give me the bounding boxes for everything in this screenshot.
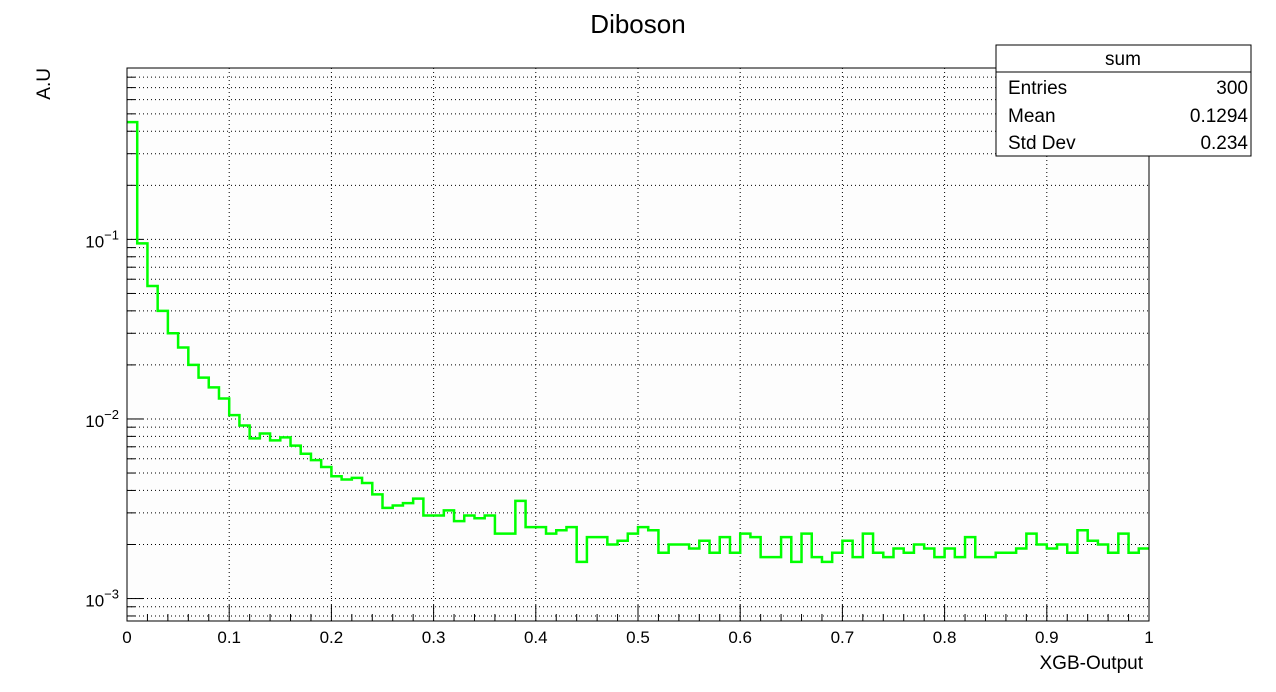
minor-ticks: [126, 67, 1150, 621]
x-tick-label: 0.8: [933, 628, 957, 647]
stats-box-frame: [995, 44, 1252, 157]
x-tick-label: 0.9: [1035, 628, 1059, 647]
x-tick-label: 0.3: [422, 628, 446, 647]
histogram-series-line: [127, 120, 1149, 564]
y-axis-label: A.U: [34, 68, 55, 100]
x-tick-labels: 0 0.1 0.2 0.3 0.4 0.5 0.6 0.7 0.8 0.9 1: [122, 628, 1153, 647]
y-tick-label: 10−1: [85, 227, 119, 251]
y-tick-label: 10−2: [85, 407, 119, 431]
x-tick-label: 0.5: [626, 628, 650, 647]
x-tick-label: 1: [1144, 628, 1153, 647]
stats-entries-label: Entries: [1008, 78, 1067, 99]
stats-stddev-value: 0.234: [1200, 133, 1248, 154]
stats-box-title: sum: [1105, 49, 1141, 70]
stats-mean-label: Mean: [1008, 106, 1056, 127]
x-tick-label: 0.2: [320, 628, 344, 647]
stats-stddev-label: Std Dev: [1008, 133, 1076, 154]
x-tick-label: 0.1: [217, 628, 241, 647]
x-tick-label: 0: [122, 628, 131, 647]
x-tick-label: 0.6: [728, 628, 752, 647]
y-tick-label: 10−3: [85, 587, 119, 611]
x-axis-label: XGB-Output: [1040, 653, 1144, 674]
stats-entries-value: 300: [1216, 78, 1248, 99]
x-tick-label: 0.7: [831, 628, 855, 647]
stats-box: sum Entries 300 Mean 0.1294 Std Dev 0.23…: [995, 44, 1252, 157]
y-tick-labels: 10−1 10−2 10−3: [85, 227, 119, 610]
x-tick-label: 0.4: [524, 628, 548, 647]
plot-frame: [126, 67, 1150, 622]
stats-mean-value: 0.1294: [1190, 106, 1249, 127]
chart-title: Diboson: [590, 9, 685, 39]
